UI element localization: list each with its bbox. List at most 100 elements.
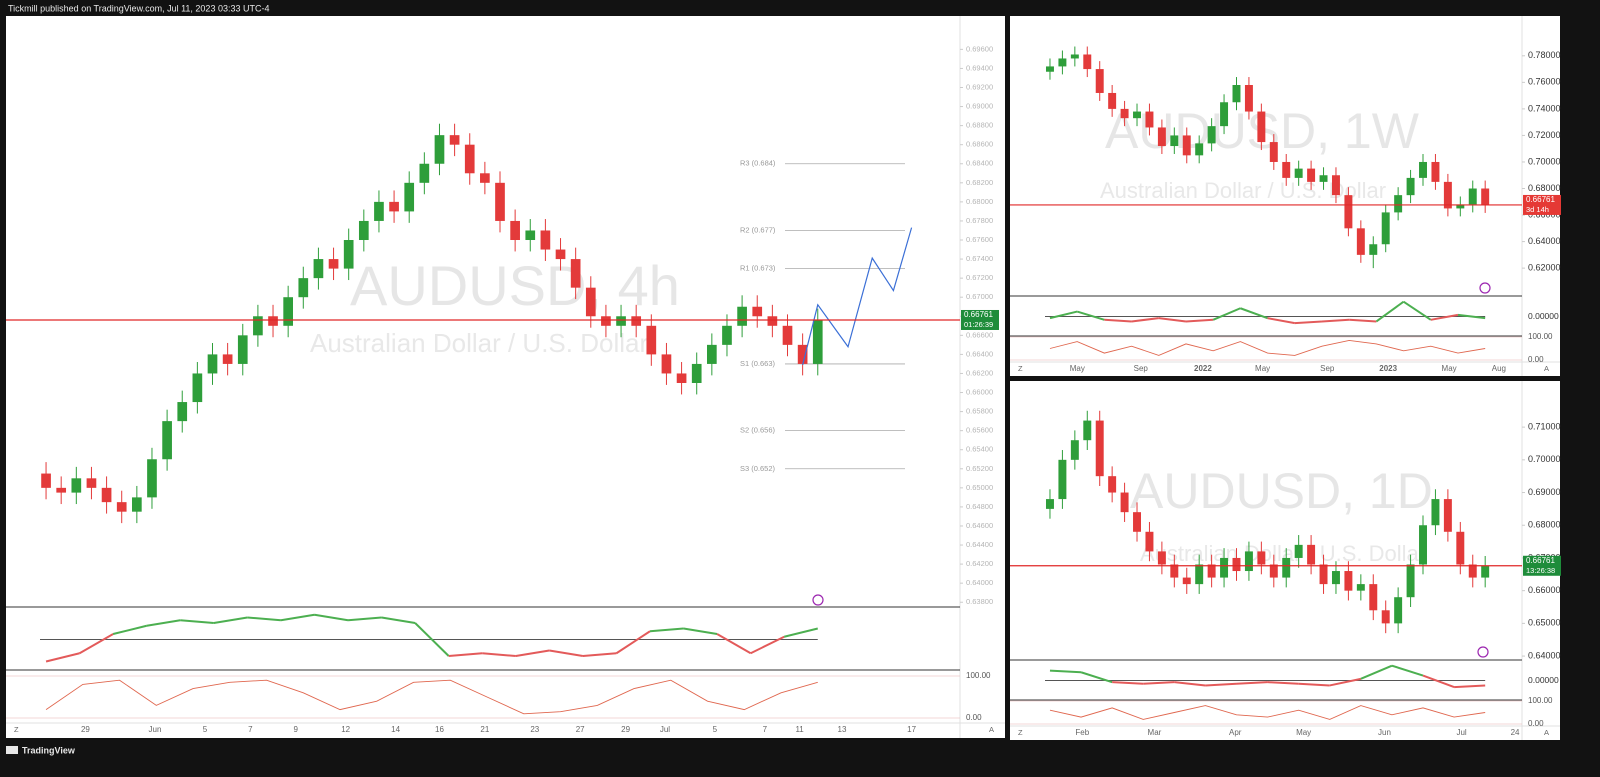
x-tick-label: 23 <box>530 725 539 734</box>
y-tick-label: 0.65000 <box>966 483 993 492</box>
stoch-tick-label: 0.00 <box>1528 719 1544 728</box>
candle-body <box>449 135 460 145</box>
y-tick-label: 0.67800 <box>966 216 993 225</box>
watermark-title: AUDUSD, 4h <box>350 254 680 317</box>
y-tick-label: 0.67600 <box>966 235 993 244</box>
watermark-title: AUDUSD, 1D <box>1130 463 1433 519</box>
y-tick-label: 0.64800 <box>966 502 993 511</box>
candle-body <box>1058 459 1067 500</box>
stoch-tick-label: 0.00 <box>1528 355 1544 364</box>
scale-button[interactable]: Z <box>14 725 19 734</box>
osc-tick-label: 0.00000 <box>1528 311 1559 321</box>
candle-body <box>1207 126 1216 144</box>
y-tick-label: 0.70000 <box>1528 454 1561 464</box>
y-tick-label: 0.62000 <box>1528 263 1561 273</box>
scale-button[interactable]: A <box>1544 728 1549 737</box>
candle-body <box>1319 175 1328 182</box>
candle-body <box>1145 531 1154 552</box>
y-tick-label: 0.67000 <box>966 292 993 301</box>
candle-body <box>1356 228 1365 255</box>
x-tick-label: 5 <box>713 725 718 734</box>
candle-body <box>1331 175 1340 196</box>
panel <box>6 16 1005 738</box>
y-tick-label: 0.78000 <box>1528 50 1561 60</box>
x-tick-label: Jun <box>1378 728 1391 737</box>
stoch-tick-label: 100.00 <box>1528 696 1553 705</box>
x-tick-label: 12 <box>341 725 350 734</box>
candle-body <box>237 335 248 364</box>
y-tick-label: 0.67200 <box>966 273 993 282</box>
candle-body <box>132 497 142 512</box>
candle-body <box>1207 564 1216 578</box>
pivot-label: S2 (0.656) <box>740 426 776 435</box>
oscillator-segment <box>1391 664 1424 677</box>
scale-button[interactable]: A <box>1544 364 1549 373</box>
oscillator-segment <box>1143 681 1175 685</box>
y-tick-label: 0.69000 <box>966 102 993 111</box>
y-tick-label: 0.64600 <box>966 521 993 530</box>
candle-body <box>1195 143 1204 156</box>
last-price-label: 0.66761 <box>964 310 993 319</box>
x-tick-label: Apr <box>1229 728 1242 737</box>
oscillator-segment <box>45 652 80 663</box>
y-tick-label: 0.64200 <box>966 559 993 568</box>
candle-body <box>1394 597 1403 624</box>
candle-body <box>1133 111 1141 119</box>
scale-button[interactable]: Z <box>1018 364 1023 373</box>
candle-body <box>691 363 702 383</box>
oscillator-segment <box>1104 318 1132 323</box>
oscillator-segment <box>716 633 752 655</box>
stoch-tick-label: 0.00 <box>966 713 982 722</box>
oscillator-segment <box>1158 317 1187 323</box>
y-tick-label: 0.68000 <box>966 197 993 206</box>
x-tick-label: Aug <box>1492 364 1506 373</box>
candle-body <box>1045 66 1054 72</box>
y-tick-label: 0.64000 <box>1528 236 1561 246</box>
y-tick-label: 0.69200 <box>966 82 993 91</box>
candle-body <box>1232 557 1241 572</box>
oscillator-segment <box>1205 682 1237 687</box>
x-tick-label: May <box>1255 364 1270 373</box>
candle-body <box>752 306 763 317</box>
candle-body <box>616 316 626 326</box>
stoch-tick-label: 100.00 <box>1528 332 1553 341</box>
oscillator-segment <box>482 652 516 657</box>
oscillator-segment <box>314 613 349 622</box>
candle-body <box>722 325 732 345</box>
candle-body <box>1294 168 1303 178</box>
oscillator-segment <box>1267 317 1295 325</box>
candle-body <box>404 182 415 212</box>
stoch-tick-label: 100.00 <box>966 671 991 680</box>
candle-body <box>1481 565 1490 578</box>
candle-body <box>41 473 51 488</box>
scale-button[interactable]: A <box>989 725 994 734</box>
y-tick-label: 0.66000 <box>966 388 993 397</box>
oscillator-segment <box>1212 307 1241 321</box>
oscillator-segment <box>515 649 550 657</box>
y-tick-label: 0.64000 <box>966 578 993 587</box>
x-tick-label: 2022 <box>1194 364 1212 373</box>
candle-body <box>1456 531 1465 565</box>
stoch-line <box>45 679 818 715</box>
candle-body <box>298 278 309 298</box>
candle-body <box>1369 584 1378 611</box>
candle-body <box>1133 512 1141 532</box>
candle-body <box>495 182 505 221</box>
candle-body <box>1182 577 1191 585</box>
candle-body <box>1045 499 1054 509</box>
x-tick-label: Sep <box>1320 364 1335 373</box>
publish-header: Tickmill published on TradingView.com, J… <box>8 3 269 13</box>
oscillator-segment <box>783 627 819 638</box>
candle-body <box>1381 610 1390 624</box>
candle-body <box>283 297 293 326</box>
y-tick-label: 0.69600 <box>966 44 993 53</box>
candle-body <box>222 354 233 364</box>
alert-icon <box>1477 646 1489 658</box>
candle-body <box>585 287 596 317</box>
candle-body <box>147 459 157 498</box>
x-tick-label: May <box>1070 364 1085 373</box>
candle-body <box>253 316 263 336</box>
scale-button[interactable]: Z <box>1018 728 1023 737</box>
